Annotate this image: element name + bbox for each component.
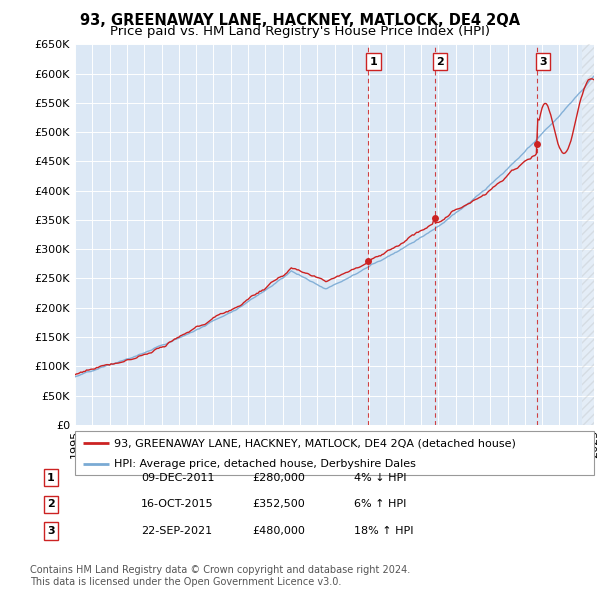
Text: 2: 2 bbox=[436, 57, 444, 67]
Text: 16-OCT-2015: 16-OCT-2015 bbox=[141, 500, 214, 509]
Text: £480,000: £480,000 bbox=[252, 526, 305, 536]
Text: 22-SEP-2021: 22-SEP-2021 bbox=[141, 526, 212, 536]
Text: 3: 3 bbox=[539, 57, 547, 67]
Text: Price paid vs. HM Land Registry's House Price Index (HPI): Price paid vs. HM Land Registry's House … bbox=[110, 25, 490, 38]
Bar bbox=[582, 44, 594, 425]
Text: 3: 3 bbox=[47, 526, 55, 536]
Text: 6% ↑ HPI: 6% ↑ HPI bbox=[354, 500, 406, 509]
Text: 18% ↑ HPI: 18% ↑ HPI bbox=[354, 526, 413, 536]
FancyBboxPatch shape bbox=[75, 431, 594, 475]
Text: 09-DEC-2011: 09-DEC-2011 bbox=[141, 473, 215, 483]
Text: 1: 1 bbox=[47, 473, 55, 483]
Text: 93, GREENAWAY LANE, HACKNEY, MATLOCK, DE4 2QA (detached house): 93, GREENAWAY LANE, HACKNEY, MATLOCK, DE… bbox=[114, 438, 516, 448]
Text: HPI: Average price, detached house, Derbyshire Dales: HPI: Average price, detached house, Derb… bbox=[114, 459, 416, 469]
Text: 1: 1 bbox=[370, 57, 377, 67]
Text: £352,500: £352,500 bbox=[252, 500, 305, 509]
Text: 93, GREENAWAY LANE, HACKNEY, MATLOCK, DE4 2QA: 93, GREENAWAY LANE, HACKNEY, MATLOCK, DE… bbox=[80, 13, 520, 28]
Text: Contains HM Land Registry data © Crown copyright and database right 2024.
This d: Contains HM Land Registry data © Crown c… bbox=[30, 565, 410, 587]
Text: £280,000: £280,000 bbox=[252, 473, 305, 483]
Text: 2: 2 bbox=[47, 500, 55, 509]
Text: 4% ↓ HPI: 4% ↓ HPI bbox=[354, 473, 407, 483]
